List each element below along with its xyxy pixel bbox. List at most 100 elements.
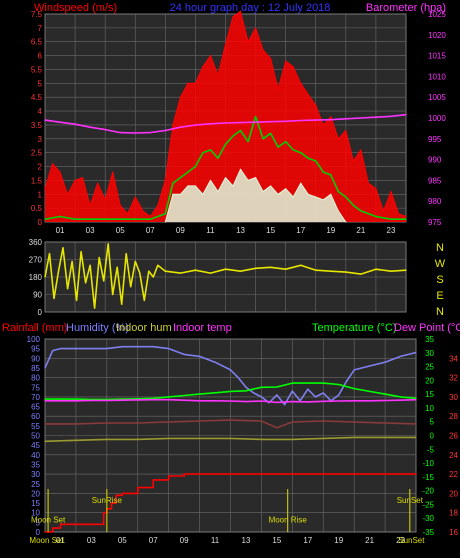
series-dewpoint-point <box>415 399 417 401</box>
compass-n-bottom: N <box>436 306 444 318</box>
temp-y-tick: -15 <box>422 473 434 482</box>
series-wind_avg-point <box>270 132 272 134</box>
series-temperature-point <box>399 396 402 398</box>
series-direction-point <box>44 276 46 278</box>
marker-label: SunSet <box>397 496 424 505</box>
series-humidity-point <box>338 394 340 396</box>
series-wind_gust-point <box>74 179 76 181</box>
series-wind_min-point <box>262 190 264 193</box>
marker-label: SunRise <box>92 496 123 505</box>
marker-label: Moon Set <box>31 515 66 524</box>
series-temperature-point <box>245 390 247 392</box>
series-wind_gust-point <box>51 163 54 165</box>
humidity-y-tick: 0 <box>36 528 41 537</box>
series-wind_avg-point <box>164 213 166 215</box>
series-wind_avg-point <box>390 218 392 220</box>
series-wind_gust-point <box>315 104 317 107</box>
series-direction-point <box>75 299 78 301</box>
series-indoor_hum-point <box>44 440 46 442</box>
baro-y-tick: 1020 <box>428 31 446 40</box>
series-wind_min-point <box>322 199 324 201</box>
series-indoor_temp-point <box>415 423 417 425</box>
humidity-y-tick: 70 <box>31 393 40 402</box>
marker-label: Moon Rise <box>269 515 308 524</box>
compass-s: S <box>436 274 443 286</box>
series-barometer-point <box>270 121 272 123</box>
series-rain-point <box>75 523 77 525</box>
series-temperature-point <box>59 398 62 400</box>
baro-y-tick: 990 <box>428 156 442 165</box>
wind-y-tick: 4.5 <box>31 93 43 102</box>
series-temperature-point <box>106 398 108 400</box>
temp-x-tick: 01 <box>56 536 65 545</box>
series-wind_gust-point <box>149 215 151 218</box>
humidity-y-tick: 95 <box>31 345 40 354</box>
series-temperature-point <box>44 398 46 400</box>
temp-x-tick: 13 <box>242 536 251 545</box>
series-wind_avg-point <box>330 174 332 176</box>
series-temperature-point <box>276 386 278 388</box>
series-dewpoint-point <box>59 400 62 402</box>
series-wind_min-point <box>270 185 272 187</box>
series-wind_gust-point <box>330 116 332 118</box>
series-temperature-point <box>214 392 216 394</box>
series-wind_avg-point <box>89 218 91 220</box>
series-wind_gust-point <box>322 124 324 126</box>
series-barometer-point <box>360 117 362 119</box>
humidity-y-tick: 30 <box>31 470 40 479</box>
series-indoor_temp-point <box>353 421 355 423</box>
series-temperature-point <box>384 393 386 395</box>
wind-y-tick: 6 <box>38 52 43 61</box>
series-direction-point <box>345 271 347 273</box>
series-wind_gust-point <box>187 82 189 84</box>
series-wind_gust-point <box>300 82 302 84</box>
temp-x-tick: 03 <box>87 536 96 545</box>
series-rain-point <box>137 487 139 489</box>
temp-y-tick: 15 <box>425 390 434 399</box>
series-humidity-point <box>245 386 247 388</box>
temp-x-tick: 11 <box>211 536 220 545</box>
series-wind_gust-point <box>202 66 204 68</box>
series-wind_gust-point <box>285 60 287 62</box>
series-wind_avg-point <box>292 149 294 151</box>
humidity-y-tick: 15 <box>31 499 40 508</box>
series-rain-point <box>121 492 123 494</box>
series-humidity-point <box>106 348 108 350</box>
temp-y-tick: 20 <box>425 376 434 385</box>
series-wind_avg-point <box>405 218 407 220</box>
series-wind_gust-point <box>194 82 197 84</box>
series-wind_avg-point <box>307 157 309 159</box>
series-wind_min-point <box>330 193 332 195</box>
series-humidity-point <box>121 346 123 348</box>
series-wind_avg-point <box>254 116 257 118</box>
baro-y-tick: 1000 <box>428 114 446 123</box>
series-direction-point <box>405 269 407 271</box>
series-wind_avg-point <box>119 218 121 220</box>
series-humidity-point <box>415 351 417 354</box>
series-wind_gust-point <box>164 179 166 181</box>
series-humidity-point <box>276 394 278 396</box>
humidity-y-tick: 85 <box>31 364 40 373</box>
humidity-y-tick: 50 <box>31 432 40 441</box>
series-wind_gust-point <box>112 171 114 173</box>
series-temperature-point <box>338 383 340 386</box>
indoor-temp-y-tick: 30 <box>449 393 458 402</box>
series-barometer-point <box>149 131 151 134</box>
series-wind_min-point <box>232 185 234 187</box>
series-indoor_temp-point <box>198 420 201 422</box>
series-indoor_temp-point <box>137 422 139 424</box>
series-direction-point <box>390 270 392 272</box>
series-humidity-point <box>291 390 293 392</box>
wind-x-tick: 09 <box>176 226 185 235</box>
compass-e: E <box>436 290 443 302</box>
temp-y-tick: 0 <box>430 432 435 441</box>
series-humidity-point <box>59 348 62 350</box>
series-direction-point <box>107 243 109 245</box>
series-wind_gust-point <box>352 160 354 162</box>
humidity-y-tick: 80 <box>31 374 40 383</box>
humidity-y-tick: 60 <box>31 412 40 421</box>
series-barometer-point <box>285 120 287 122</box>
series-wind_gust-point <box>270 57 272 59</box>
series-wind_gust-point <box>172 124 174 126</box>
series-humidity-point <box>52 349 54 352</box>
